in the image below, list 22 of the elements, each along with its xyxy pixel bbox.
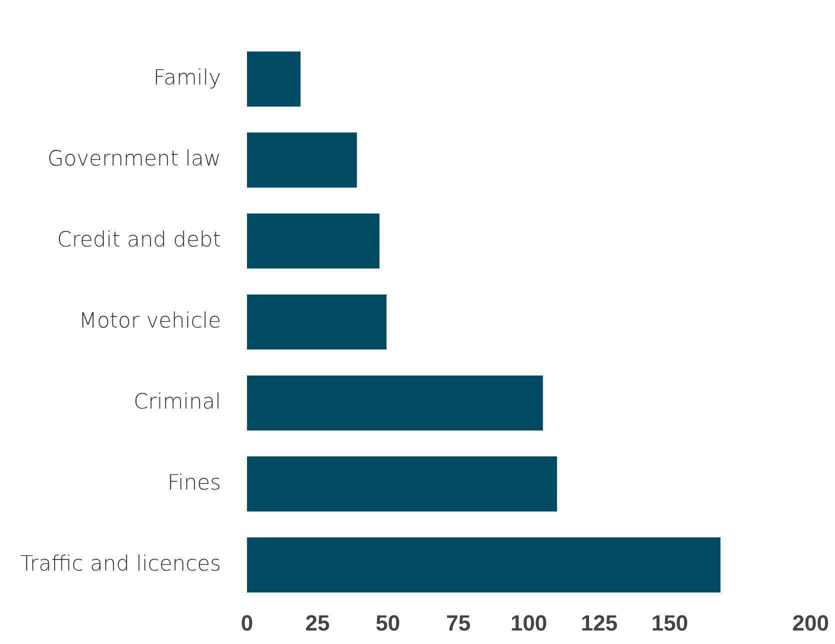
y-tick-label: Fines xyxy=(167,470,221,494)
bar xyxy=(247,456,558,512)
bar xyxy=(247,214,380,269)
bar xyxy=(247,294,387,350)
bar xyxy=(247,375,543,430)
x-tick-label: 100 xyxy=(510,610,548,636)
x-tick-label: 150 xyxy=(651,610,688,636)
bar xyxy=(247,52,301,107)
x-tick-label: 125 xyxy=(580,610,618,636)
y-tick-label: Government law xyxy=(47,146,221,171)
x-tick-label: 50 xyxy=(376,610,400,636)
y-tick-label: Family xyxy=(153,66,221,90)
x-tick-label: 75 xyxy=(446,610,471,636)
bar xyxy=(247,537,720,592)
y-tick-label: Traffic and licences xyxy=(20,551,221,576)
y-tick-label: Credit and debt xyxy=(57,227,221,252)
bar xyxy=(247,132,357,188)
x-tick-label: 0 xyxy=(240,610,254,636)
y-tick-label: Motor vehicle xyxy=(78,308,221,332)
x-tick-label: 25 xyxy=(305,610,330,636)
x-tick-label: 200 xyxy=(792,610,830,636)
y-tick-label: Criminal xyxy=(134,389,221,414)
